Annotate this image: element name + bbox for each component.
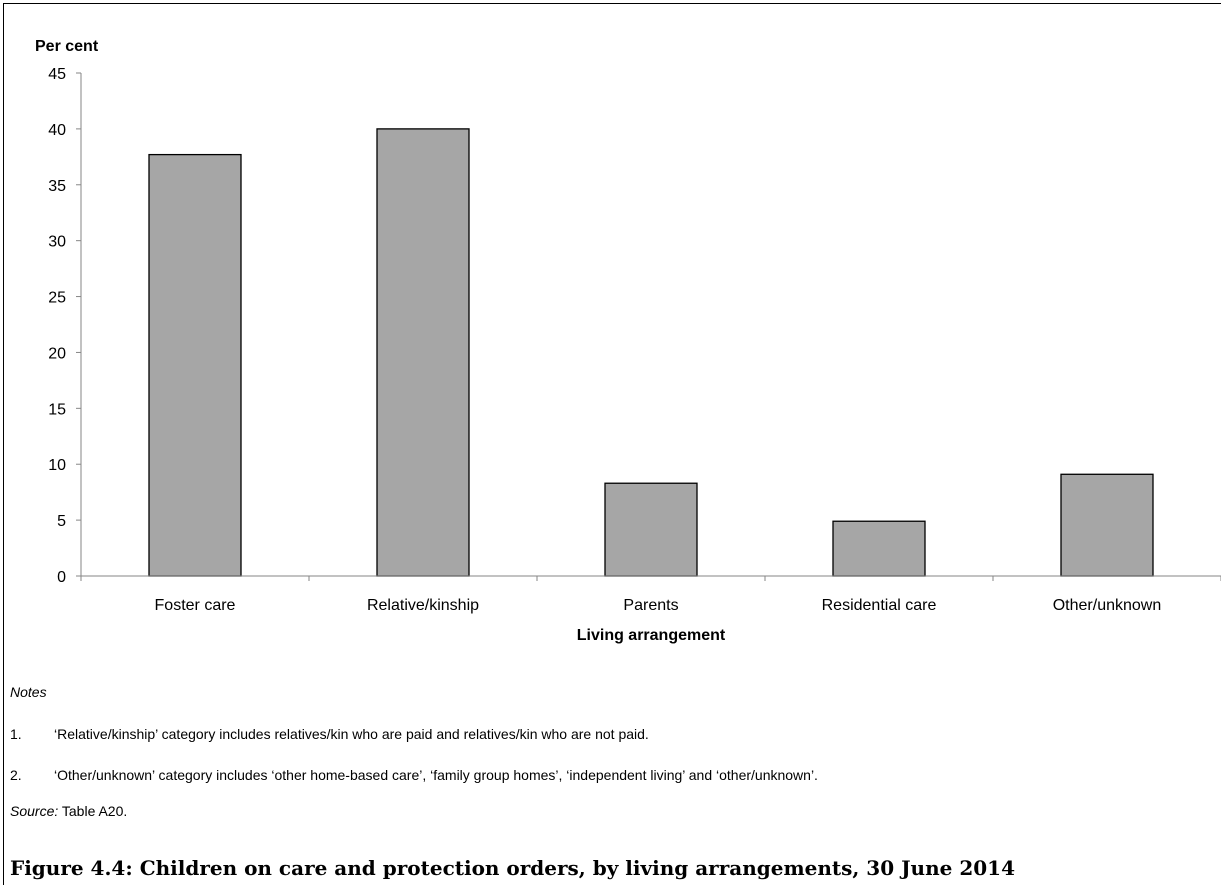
y-tick-label: 20 [48,345,66,362]
bar [832,520,926,577]
y-axis-ticks: 0 5 10 15 20 25 30 35 40 45 [48,66,81,586]
y-tick-label: 0 [57,569,66,586]
source-note: Source: Table A20. [10,803,128,819]
x-tick-label: Other/unknown [1053,597,1162,614]
x-tick-label: Residential care [822,597,937,614]
y-tick-label: 30 [48,234,66,251]
y-tick-label: 35 [48,178,66,195]
y-tick-label: 15 [48,401,66,418]
figure-title: Figure 4.4: Children on care and protect… [10,856,1015,880]
y-tick-label: 45 [48,66,66,83]
bar [148,153,242,577]
x-axis-ticks: Foster care Relative/kinship Parents Reside… [80,576,1221,614]
notes-heading: Notes [10,684,47,700]
bar [604,482,698,577]
bar [376,128,470,577]
y-tick-label: 5 [57,513,66,530]
y-axis-label: Per cent [35,38,99,55]
y-tick-label: 40 [48,122,66,139]
note-item-1: 1. ‘Relative/kinship’ category includes r… [10,726,649,742]
bar [1060,473,1154,577]
x-tick-label: Relative/kinship [367,597,479,614]
x-tick-label: Parents [623,597,678,614]
x-tick-label: Foster care [155,597,236,614]
y-tick-label: 10 [48,457,66,474]
y-tick-label: 25 [48,290,66,307]
bar-chart: 0 5 10 15 20 25 30 35 40 45 Foster care Relative/k… [35,38,1221,644]
figure-frame [3,3,1221,885]
note-item-2: 2. ‘Other/unknown’ category includes ‘oth… [10,767,818,783]
bars [148,128,1154,577]
x-axis-label: Living arrangement [577,627,726,644]
